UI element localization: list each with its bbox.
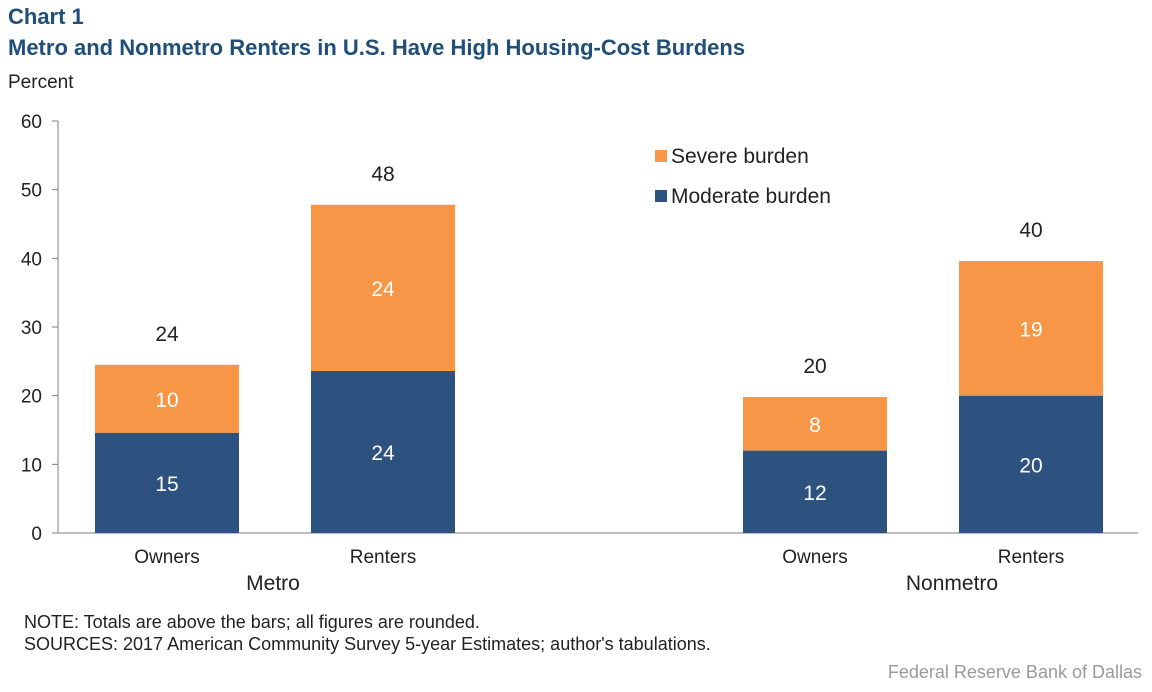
y-tick-label: 50 bbox=[21, 181, 42, 202]
x-category-label: Renters bbox=[350, 547, 417, 568]
bar-severe-burden bbox=[743, 397, 887, 451]
legend-swatch bbox=[655, 190, 667, 202]
chart-number: Chart 1 bbox=[8, 4, 84, 29]
legend-label: Severe burden bbox=[671, 145, 809, 168]
total-label: 20 bbox=[803, 355, 826, 378]
bar-moderate-burden bbox=[311, 370, 455, 533]
y-tick-label: 60 bbox=[21, 112, 42, 133]
total-label: 48 bbox=[371, 163, 394, 186]
y-tick-label: 0 bbox=[31, 524, 42, 545]
data-label-moderate: 24 bbox=[371, 442, 395, 465]
y-tick-label: 10 bbox=[21, 455, 42, 476]
data-label-severe: 10 bbox=[155, 389, 178, 412]
x-group-label: Nonmetro bbox=[906, 572, 998, 595]
bar-moderate-burden bbox=[959, 395, 1103, 533]
credit-text: Federal Reserve Bank of Dallas bbox=[887, 662, 1142, 682]
stacked-bar-chart: 0 10 20 30 40 50 60 15 10 24 Owners 24 24 48 Renters 12… bbox=[21, 112, 1138, 595]
y-tick-label: 40 bbox=[21, 249, 42, 270]
x-category-label: Owners bbox=[134, 547, 199, 568]
x-category-label: Renters bbox=[998, 547, 1065, 568]
y-tick-label: 30 bbox=[21, 318, 42, 339]
y-tick-label: 20 bbox=[21, 387, 42, 408]
x-group-label: Metro bbox=[246, 572, 300, 595]
data-label-moderate: 12 bbox=[803, 482, 826, 505]
bar-severe-burden bbox=[959, 261, 1103, 396]
y-axis-label: Percent bbox=[8, 72, 74, 93]
legend-label: Moderate burden bbox=[671, 185, 831, 208]
data-label-severe: 19 bbox=[1019, 318, 1042, 341]
sources-text: SOURCES: 2017 American Community Survey … bbox=[24, 634, 711, 654]
total-label: 40 bbox=[1019, 219, 1042, 242]
total-label: 24 bbox=[155, 323, 179, 346]
chart-title: Metro and Nonmetro Renters in U.S. Have … bbox=[8, 35, 746, 60]
data-label-severe: 24 bbox=[371, 278, 395, 301]
bar-moderate-burden bbox=[743, 450, 887, 533]
x-category-label: Owners bbox=[782, 547, 847, 568]
bar-severe-burden bbox=[311, 204, 455, 371]
data-label-moderate: 15 bbox=[155, 473, 178, 496]
data-label-moderate: 20 bbox=[1019, 454, 1042, 477]
bar-severe-burden bbox=[95, 364, 239, 433]
legend-swatch bbox=[655, 150, 667, 162]
note-text: NOTE: Totals are above the bars; all fig… bbox=[24, 612, 480, 632]
bar-moderate-burden bbox=[95, 432, 239, 533]
data-label-severe: 8 bbox=[809, 414, 821, 437]
